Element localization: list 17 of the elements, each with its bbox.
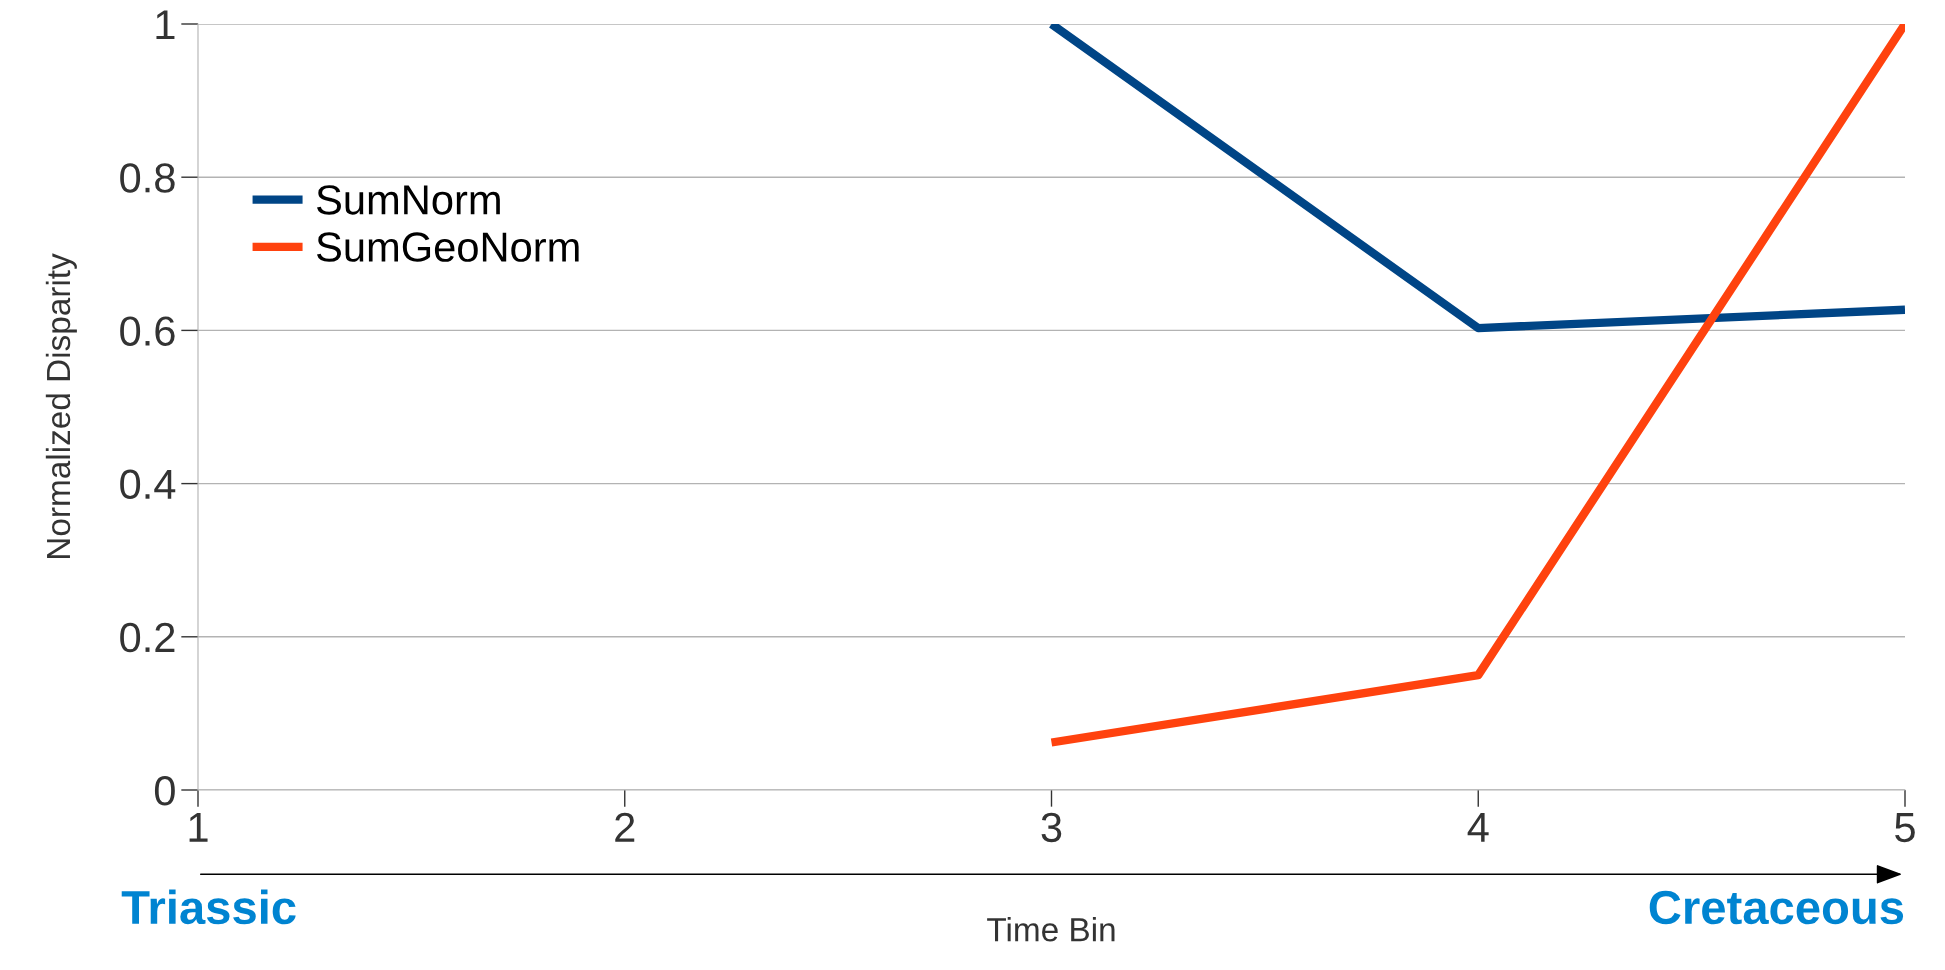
x-tick-label: 1 (189, 813, 208, 842)
x-tick-label: 4 (1467, 813, 1489, 842)
y-tick-label: 1 (156, 10, 175, 40)
x-axis-title: Time Bin (987, 917, 1115, 942)
y-tick-label: 0 (154, 776, 175, 806)
y-axis-title: Normalized Disparity (45, 253, 77, 558)
legend-label: SumNorm (316, 185, 500, 215)
text: Triassic (121, 889, 296, 925)
y-tick-label: 0.6 (120, 316, 175, 346)
y-tick-label: 0.4 (120, 469, 176, 500)
x-tick-label: 5 (1895, 813, 1915, 843)
y-tick-label: 0.2 (120, 622, 175, 653)
legend-label: SumGeoNorm (316, 232, 579, 262)
x-tick-label: 2 (615, 812, 635, 842)
y-tick-label: 0.8 (120, 163, 175, 193)
text: Cretaceous (1649, 890, 1904, 925)
x-tick-label: 3 (1041, 812, 1062, 843)
